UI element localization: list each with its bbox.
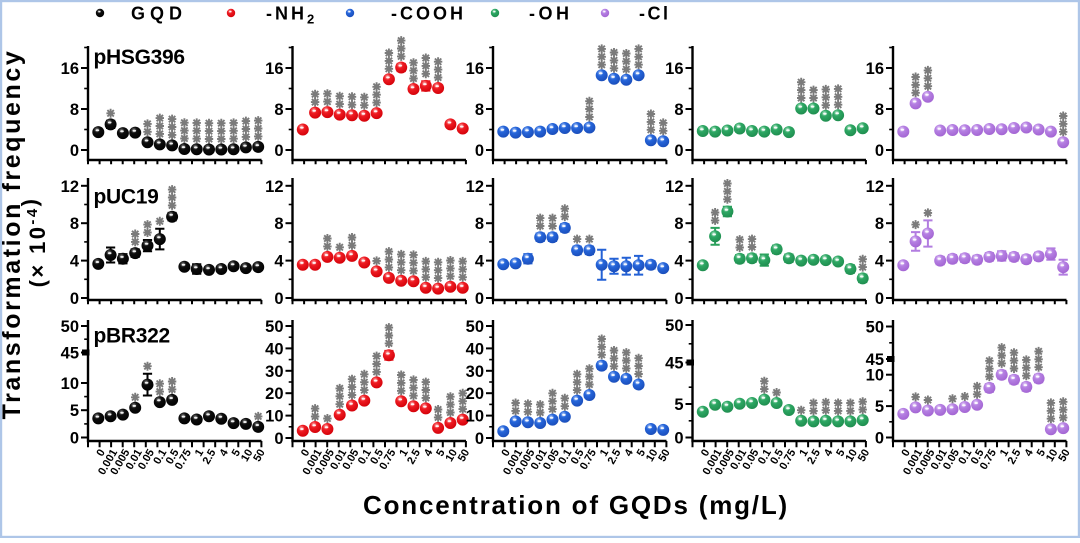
svg-text:5: 5 [834, 447, 847, 458]
svg-text:4: 4 [875, 253, 885, 271]
svg-text:0: 0 [274, 142, 283, 160]
svg-text:5: 5 [875, 398, 884, 416]
svg-text:5: 5 [70, 402, 79, 420]
svg-text:50: 50 [856, 447, 873, 464]
svg-text:-NH2: -NH2 [266, 4, 317, 27]
svg-text:10: 10 [443, 447, 460, 464]
svg-text:12: 12 [665, 178, 683, 196]
svg-text:45: 45 [665, 355, 683, 373]
svg-text:16: 16 [665, 60, 683, 78]
svg-text:0: 0 [70, 430, 79, 448]
svg-text:50: 50 [656, 447, 673, 464]
svg-text:5: 5 [674, 396, 683, 414]
svg-text:50: 50 [866, 319, 884, 337]
svg-text:0: 0 [875, 290, 884, 308]
svg-text:12: 12 [866, 178, 884, 196]
svg-text:8: 8 [674, 215, 683, 233]
svg-text:0: 0 [899, 447, 912, 458]
svg-text:1: 1 [797, 447, 810, 458]
svg-text:16: 16 [866, 60, 884, 78]
svg-text:10: 10 [866, 367, 884, 385]
svg-text:5: 5 [230, 447, 243, 458]
svg-text:45: 45 [866, 351, 884, 369]
svg-text:8: 8 [875, 215, 884, 233]
svg-text:16: 16 [61, 60, 79, 78]
svg-text:1: 1 [998, 447, 1011, 458]
svg-text:40: 40 [265, 340, 283, 358]
svg-text:1: 1 [397, 447, 410, 458]
svg-text:5: 5 [635, 447, 648, 458]
svg-text:10: 10 [466, 408, 484, 426]
svg-text:pBR322: pBR322 [94, 325, 170, 348]
svg-text:4: 4 [475, 253, 485, 271]
svg-text:40: 40 [466, 340, 484, 358]
svg-text:Concentration of GQDs (mg/L): Concentration of GQDs (mg/L) [363, 490, 789, 520]
svg-text:5: 5 [434, 447, 447, 458]
svg-text:10: 10 [644, 447, 661, 464]
svg-text:0: 0 [875, 142, 884, 160]
svg-text:8: 8 [674, 101, 683, 119]
svg-text:0: 0 [499, 447, 512, 458]
svg-text:12: 12 [466, 178, 484, 196]
svg-text:50: 50 [265, 318, 283, 336]
svg-text:8: 8 [875, 101, 884, 119]
svg-text:0: 0 [475, 142, 484, 160]
svg-text:4: 4 [274, 253, 284, 271]
svg-text:0: 0 [475, 290, 484, 308]
svg-text:1: 1 [193, 447, 206, 458]
svg-text:45: 45 [61, 345, 79, 363]
svg-text:50: 50 [665, 317, 683, 335]
svg-text:pHSG396: pHSG396 [94, 46, 185, 69]
svg-text:-COOH: -COOH [391, 4, 466, 24]
svg-text:8: 8 [70, 101, 79, 119]
svg-text:10: 10 [1044, 447, 1061, 464]
svg-text:8: 8 [475, 215, 484, 233]
svg-text:-Cl: -Cl [639, 4, 671, 24]
svg-text:0: 0 [674, 290, 683, 308]
svg-text:4: 4 [674, 253, 684, 271]
svg-text:5: 5 [1035, 447, 1048, 458]
svg-text:50: 50 [456, 447, 473, 464]
svg-text:0: 0 [70, 142, 79, 160]
svg-text:0: 0 [94, 447, 107, 458]
svg-text:16: 16 [466, 60, 484, 78]
svg-text:10: 10 [843, 447, 860, 464]
svg-text:30: 30 [466, 363, 484, 381]
svg-text:50: 50 [251, 447, 268, 464]
svg-text:8: 8 [70, 215, 79, 233]
svg-text:4: 4 [70, 253, 80, 271]
svg-text:20: 20 [265, 385, 283, 403]
svg-text:8: 8 [475, 101, 484, 119]
svg-text:0: 0 [274, 290, 283, 308]
svg-text:20: 20 [466, 385, 484, 403]
svg-text:pUC19: pUC19 [94, 186, 159, 209]
svg-text:0: 0 [875, 430, 884, 448]
svg-text:0: 0 [674, 142, 683, 160]
svg-text:30: 30 [265, 363, 283, 381]
svg-text:12: 12 [265, 178, 283, 196]
svg-text:50: 50 [1056, 447, 1073, 464]
svg-text:Transformation frequency: Transformation frequency [0, 49, 26, 420]
svg-text:-OH: -OH [529, 4, 573, 24]
svg-text:0: 0 [299, 447, 312, 458]
svg-text:8: 8 [274, 215, 283, 233]
svg-text:0: 0 [274, 430, 283, 448]
svg-text:12: 12 [61, 178, 79, 196]
svg-text:50: 50 [466, 318, 484, 336]
svg-text:0: 0 [674, 430, 683, 448]
svg-text:10: 10 [265, 408, 283, 426]
svg-text:0: 0 [699, 447, 712, 458]
svg-text:8: 8 [274, 101, 283, 119]
svg-text:10: 10 [61, 375, 79, 393]
svg-text:16: 16 [265, 60, 283, 78]
svg-text:50: 50 [61, 318, 79, 336]
svg-text:0: 0 [475, 430, 484, 448]
svg-text:1: 1 [598, 447, 611, 458]
svg-text:0: 0 [70, 290, 79, 308]
svg-text:10: 10 [239, 447, 256, 464]
svg-text:GQD: GQD [131, 4, 187, 24]
